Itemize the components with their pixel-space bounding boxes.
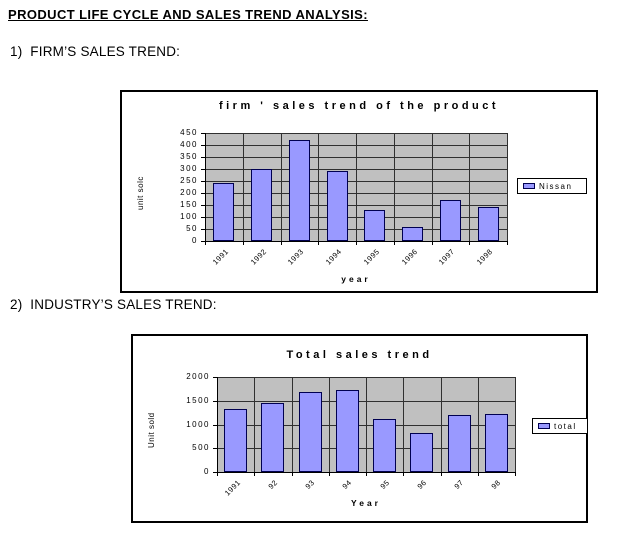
y-tick-label: 300 bbox=[180, 164, 198, 173]
x-axis-tick bbox=[205, 241, 206, 245]
y-axis-tick bbox=[201, 181, 205, 182]
document-heading: PRODUCT LIFE CYCLE AND SALES TREND ANALY… bbox=[8, 7, 368, 22]
bar-1996 bbox=[402, 226, 424, 241]
y-axis-tick bbox=[201, 157, 205, 158]
x-axis-tick bbox=[431, 241, 433, 245]
y-tick-label: 400 bbox=[180, 140, 198, 149]
section-2-label: 2) INDUSTRY’S SALES TREND: bbox=[10, 297, 217, 312]
legend-label: total bbox=[554, 421, 577, 431]
section-1-label: 1) FIRM’S SALES TREND: bbox=[10, 44, 181, 59]
chart-title: firm ' sales trend of the product bbox=[218, 100, 500, 112]
gridline-v bbox=[328, 377, 330, 472]
x-axis-tick bbox=[393, 241, 395, 245]
x-axis-tick bbox=[507, 241, 508, 245]
y-tick-label: 50 bbox=[186, 224, 198, 233]
legend-swatch bbox=[538, 423, 550, 429]
gridline-v bbox=[431, 133, 433, 241]
y-axis-tick bbox=[201, 229, 205, 230]
bar-95 bbox=[373, 418, 397, 472]
y-tick-label: 150 bbox=[180, 200, 198, 209]
y-axis-tick bbox=[201, 193, 205, 194]
gridline-v bbox=[242, 133, 244, 241]
legend-swatch bbox=[523, 183, 535, 189]
industry-sales-chart[interactable]: Total sales trend Unit sold Year total 2… bbox=[131, 334, 588, 523]
y-tick-label: 1500 bbox=[186, 395, 210, 405]
x-axis-tick bbox=[440, 472, 442, 476]
y-tick-label: 2000 bbox=[186, 372, 210, 381]
x-axis-tick bbox=[477, 472, 479, 476]
gridline-v bbox=[507, 133, 508, 241]
gridline-v bbox=[469, 133, 471, 241]
y-axis-tick bbox=[213, 377, 217, 378]
bar-1993 bbox=[288, 140, 310, 241]
gridline-v bbox=[254, 377, 256, 472]
gridline-v bbox=[280, 133, 282, 241]
x-axis-line bbox=[205, 241, 508, 242]
gridline-v bbox=[403, 377, 405, 472]
bar-1995 bbox=[364, 209, 386, 241]
bar-92 bbox=[261, 403, 285, 472]
y-axis-tick bbox=[201, 217, 205, 218]
gridline-v bbox=[356, 133, 357, 241]
gridline-v bbox=[291, 377, 293, 472]
x-axis-tick bbox=[366, 472, 367, 476]
legend: total bbox=[532, 418, 588, 434]
gridline-v bbox=[477, 377, 479, 472]
chart-title: Total sales trend bbox=[286, 349, 433, 361]
y-tick-label: 100 bbox=[180, 212, 198, 221]
legend: Nissan bbox=[517, 178, 587, 194]
legend-label: Nissan bbox=[539, 181, 573, 191]
x-axis-tick bbox=[280, 241, 282, 245]
y-tick-label: 200 bbox=[180, 188, 198, 197]
y-tick-label: 0 bbox=[204, 467, 210, 476]
bar-98 bbox=[484, 414, 508, 472]
y-axis-tick bbox=[201, 205, 205, 206]
x-axis-line bbox=[217, 472, 516, 473]
bar-97 bbox=[447, 415, 471, 472]
y-axis-tick bbox=[213, 448, 217, 450]
gridline-v bbox=[393, 133, 395, 241]
bar-94 bbox=[335, 390, 359, 472]
x-axis-tick bbox=[328, 472, 330, 476]
gridline-v bbox=[440, 377, 442, 472]
x-axis-tick bbox=[242, 241, 244, 245]
y-tick-label: 1000 bbox=[186, 419, 210, 429]
x-axis-tick bbox=[291, 472, 293, 476]
bar-1998 bbox=[477, 207, 499, 241]
y-tick-label: 250 bbox=[180, 176, 198, 185]
x-axis-tick bbox=[515, 472, 516, 476]
bar-96 bbox=[410, 433, 434, 472]
y-tick-label: 500 bbox=[192, 443, 210, 453]
y-axis-tick bbox=[201, 133, 205, 134]
y-axis-tick bbox=[201, 145, 205, 146]
bar-1991 bbox=[213, 183, 235, 241]
x-axis-title: Year bbox=[351, 498, 381, 508]
x-axis-tick bbox=[469, 241, 471, 245]
y-tick-label: 450 bbox=[180, 128, 198, 137]
bar-1997 bbox=[439, 200, 461, 241]
x-axis-title: year bbox=[341, 274, 371, 284]
y-axis-tick bbox=[201, 241, 205, 242]
bar-93 bbox=[298, 392, 322, 472]
firm-sales-chart[interactable]: firm ' sales trend of the product unit s… bbox=[120, 90, 598, 293]
x-axis-tick bbox=[217, 472, 218, 476]
y-axis-tick bbox=[213, 472, 217, 473]
y-axis-tick bbox=[213, 424, 217, 426]
x-axis-tick bbox=[403, 472, 405, 476]
x-axis-tick bbox=[318, 241, 320, 245]
gridline-v bbox=[515, 377, 516, 472]
y-axis-line bbox=[205, 133, 206, 242]
bar-1991 bbox=[224, 409, 248, 472]
x-axis-tick bbox=[356, 241, 357, 245]
gridline-v bbox=[318, 133, 320, 241]
y-axis-tick bbox=[213, 400, 217, 402]
bar-1992 bbox=[251, 169, 273, 241]
y-axis-line bbox=[217, 377, 218, 473]
gridline-v bbox=[366, 377, 367, 472]
y-tick-label: 350 bbox=[180, 152, 198, 161]
y-axis-tick bbox=[201, 169, 205, 170]
x-axis-tick bbox=[254, 472, 256, 476]
bar-1994 bbox=[326, 171, 348, 241]
y-tick-label: 0 bbox=[192, 236, 198, 245]
